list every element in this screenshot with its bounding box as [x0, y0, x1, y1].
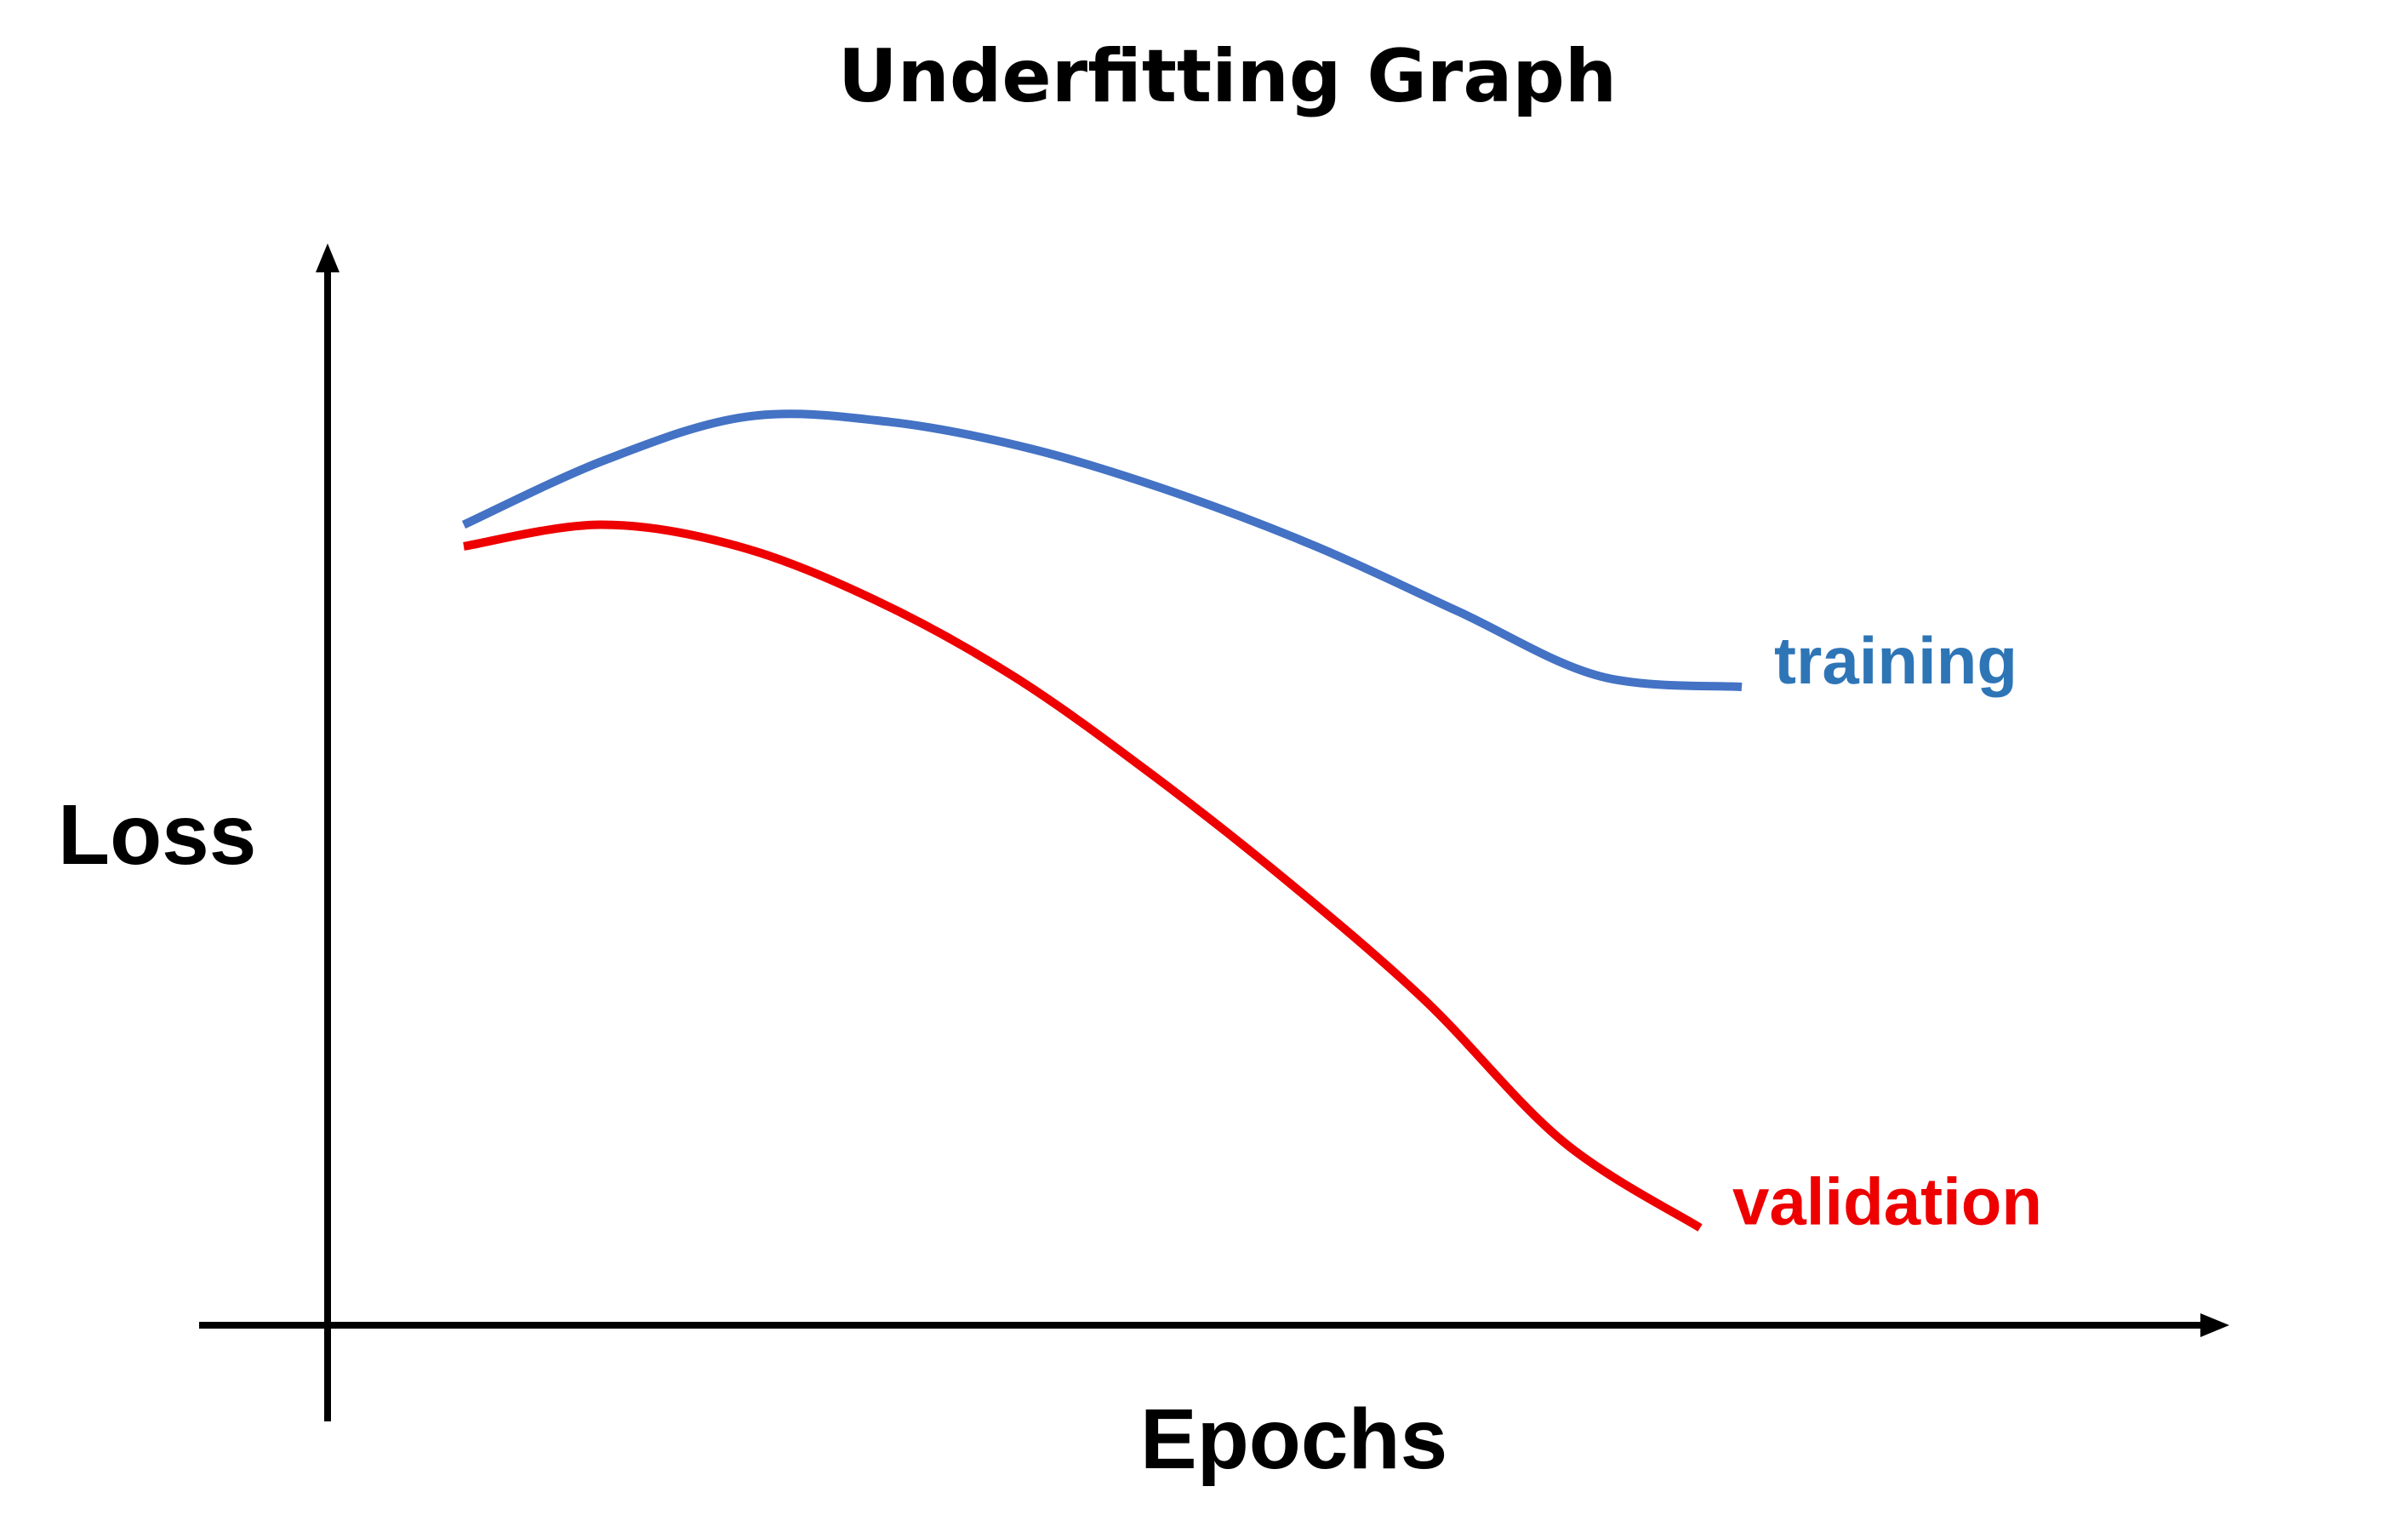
chart-title: Underfitting Graph	[837, 34, 1618, 119]
x-axis-label: Epochs	[1140, 1392, 1447, 1487]
series-label-training: training	[1774, 623, 2017, 698]
series-line-validation	[463, 520, 1703, 1232]
series-label-validation: validation	[1732, 1164, 2042, 1239]
series-layer: training validation	[461, 409, 2042, 1239]
series-line-training	[461, 409, 1743, 692]
y-axis-arrow	[316, 243, 340, 272]
x-axis-arrow	[2200, 1313, 2229, 1337]
y-axis-label: Loss	[58, 787, 256, 883]
